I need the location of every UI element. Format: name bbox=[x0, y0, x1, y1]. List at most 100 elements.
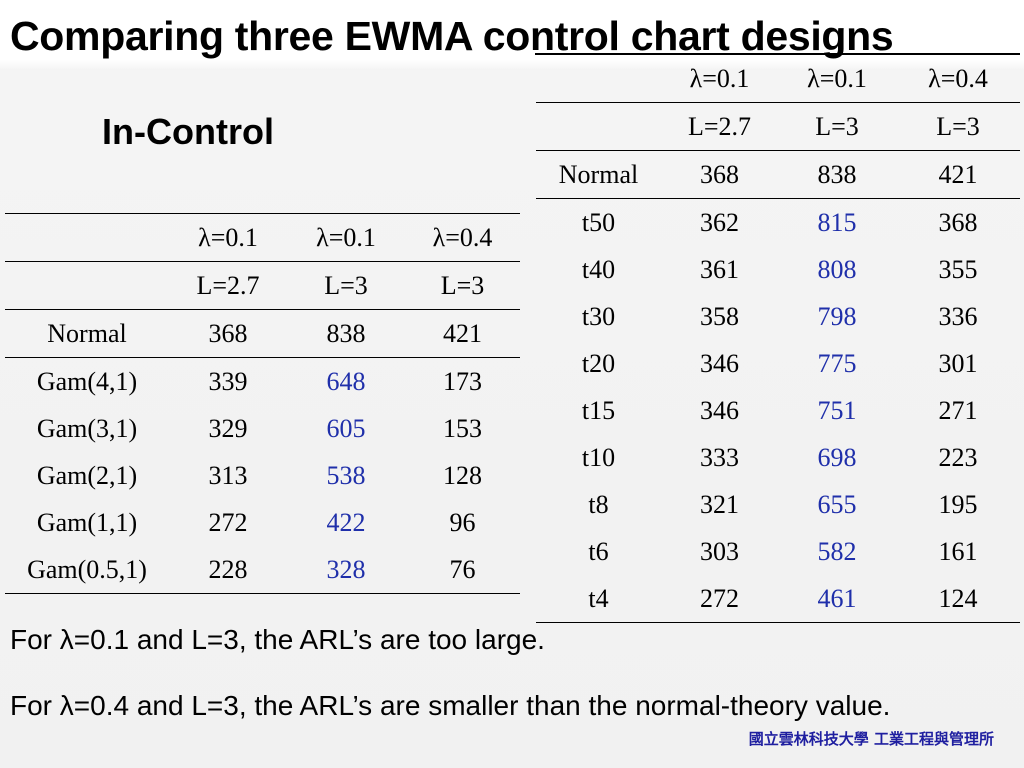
table-cell: 128 bbox=[443, 460, 482, 490]
table-cell: 96 bbox=[449, 507, 476, 537]
header-cell: λ=0.1 bbox=[169, 213, 287, 262]
slide-title: Comparing three EWMA control chart desig… bbox=[10, 13, 894, 59]
highlighted-cell: 808 bbox=[817, 254, 857, 284]
row-label: Gam(4,1) bbox=[36, 366, 138, 396]
header-cell: L=3 bbox=[778, 102, 896, 151]
table-cell: 329 bbox=[208, 413, 248, 443]
table-cell: 173 bbox=[443, 366, 482, 396]
table-cell: 333 bbox=[700, 442, 739, 472]
table-row: t4 272 461 124 bbox=[536, 575, 1020, 623]
table-row: t20 346 775 301 bbox=[536, 340, 1020, 387]
header-cell: λ=0.4 bbox=[405, 213, 520, 262]
table-cell: 368 bbox=[661, 150, 778, 199]
table-cell: 838 bbox=[778, 150, 896, 199]
table-row: t8 321 655 195 bbox=[536, 481, 1020, 528]
row-label: Gam(2,1) bbox=[36, 460, 138, 490]
highlighted-cell: 461 bbox=[778, 575, 896, 623]
table-row: t15 346 751 271 bbox=[536, 387, 1020, 434]
table-row: t6 303 582 161 bbox=[536, 528, 1020, 575]
row-label: t10 bbox=[581, 442, 616, 472]
table-cell: 228 bbox=[169, 546, 287, 594]
table-cell: 346 bbox=[700, 348, 739, 378]
table-row: t10 333 698 223 bbox=[536, 434, 1020, 481]
table-row: Gam(3,1) 329 605 153 bbox=[5, 405, 520, 452]
row-label: t15 bbox=[581, 395, 616, 425]
table-cell: 339 bbox=[208, 366, 248, 396]
table-cell: 355 bbox=[938, 254, 978, 284]
table-cell: 368 bbox=[938, 207, 978, 237]
table-cell: 271 bbox=[938, 395, 978, 425]
table-cell: 272 bbox=[208, 507, 248, 537]
table-cell: 362 bbox=[700, 207, 739, 237]
table-cell: 223 bbox=[938, 442, 978, 472]
row-label: Normal bbox=[536, 150, 661, 199]
note-lambda-0-1: For λ=0.1 and L=3, the ARL’s are too lar… bbox=[10, 624, 545, 655]
table-cell: 361 bbox=[700, 254, 739, 284]
row-label: t8 bbox=[588, 489, 609, 519]
header-cell bbox=[5, 213, 169, 262]
table-row: Normal 368 838 421 bbox=[536, 150, 1020, 199]
row-label: Gam(3,1) bbox=[36, 413, 138, 443]
header-cell: L=2.7 bbox=[169, 261, 287, 310]
highlighted-cell: 422 bbox=[326, 507, 366, 537]
table-cell: 421 bbox=[896, 150, 1020, 199]
header-cell: λ=0.1 bbox=[807, 63, 867, 93]
header-cell: λ=0.1 bbox=[689, 63, 750, 93]
table-row: t40 361 808 355 bbox=[536, 246, 1020, 293]
table-cell: 303 bbox=[700, 536, 739, 566]
table-cell: 161 bbox=[938, 536, 978, 566]
highlighted-cell: 798 bbox=[817, 301, 857, 331]
header-cell: λ=0.4 bbox=[928, 63, 988, 93]
note-lambda-0-4: For λ=0.4 and L=3, the ARL’s are smaller… bbox=[10, 690, 891, 721]
highlighted-cell: 815 bbox=[817, 207, 857, 237]
table-row: t50 362 815 368 bbox=[536, 199, 1020, 247]
table-row: t30 358 798 336 bbox=[536, 293, 1020, 340]
row-label: Normal bbox=[5, 309, 169, 358]
highlighted-cell: 328 bbox=[287, 546, 405, 594]
table-cell: 336 bbox=[938, 301, 978, 331]
row-label: Gam(1,1) bbox=[36, 507, 138, 537]
in-control-subtitle: In-Control bbox=[102, 111, 274, 152]
table-cell: 358 bbox=[700, 301, 739, 331]
table-cell: 153 bbox=[443, 413, 482, 443]
header-cell bbox=[5, 261, 169, 310]
highlighted-cell: 655 bbox=[817, 489, 857, 519]
table-row: Gam(1,1) 272 422 96 bbox=[5, 499, 520, 546]
table-row: Gam(4,1) 339 648 173 bbox=[5, 358, 520, 406]
highlighted-cell: 582 bbox=[817, 536, 857, 566]
table-cell: 195 bbox=[938, 489, 978, 519]
table-cell: 313 bbox=[208, 460, 248, 490]
table-row: Gam(0.5,1) 228 328 76 bbox=[5, 546, 520, 594]
table-cell: 321 bbox=[700, 489, 739, 519]
table-header-row: L=2.7 L=3 L=3 bbox=[536, 102, 1020, 151]
table-cell: 301 bbox=[938, 348, 978, 378]
highlighted-cell: 698 bbox=[817, 442, 857, 472]
table-header-row: λ=0.1 λ=0.1 λ=0.4 bbox=[536, 55, 1020, 103]
highlighted-cell: 605 bbox=[326, 413, 366, 443]
gamma-arl-table: λ=0.1 λ=0.1 λ=0.4 L=2.7 L=3 L=3 Normal 3… bbox=[5, 213, 520, 594]
highlighted-cell: 751 bbox=[817, 395, 857, 425]
table-row: Gam(2,1) 313 538 128 bbox=[5, 452, 520, 499]
table-cell: 346 bbox=[700, 395, 739, 425]
highlighted-cell: 775 bbox=[817, 348, 857, 378]
header-cell bbox=[536, 102, 661, 151]
header-cell bbox=[536, 55, 661, 103]
table-cell: 421 bbox=[405, 309, 520, 358]
table-header-row: λ=0.1 λ=0.1 λ=0.4 bbox=[5, 213, 520, 262]
header-cell: L=3 bbox=[287, 261, 405, 310]
row-label: Gam(0.5,1) bbox=[5, 546, 169, 594]
t-distribution-arl-table: λ=0.1 λ=0.1 λ=0.4 L=2.7 L=3 L=3 Normal 3… bbox=[536, 55, 1020, 623]
row-label: t4 bbox=[536, 575, 661, 623]
highlighted-cell: 648 bbox=[326, 366, 366, 396]
table-cell: 124 bbox=[896, 575, 1020, 623]
header-cell: λ=0.1 bbox=[287, 213, 405, 262]
table-cell: 272 bbox=[661, 575, 778, 623]
table-row: Normal 368 838 421 bbox=[5, 309, 520, 358]
table-header-row: L=2.7 L=3 L=3 bbox=[5, 261, 520, 310]
row-label: t40 bbox=[581, 254, 616, 284]
row-label: t30 bbox=[581, 301, 616, 331]
table-cell: 838 bbox=[287, 309, 405, 358]
university-footer: 國立雲林科技大學 工業工程與管理所 bbox=[748, 730, 994, 748]
table-cell: 76 bbox=[405, 546, 520, 594]
row-label: t6 bbox=[588, 536, 609, 566]
